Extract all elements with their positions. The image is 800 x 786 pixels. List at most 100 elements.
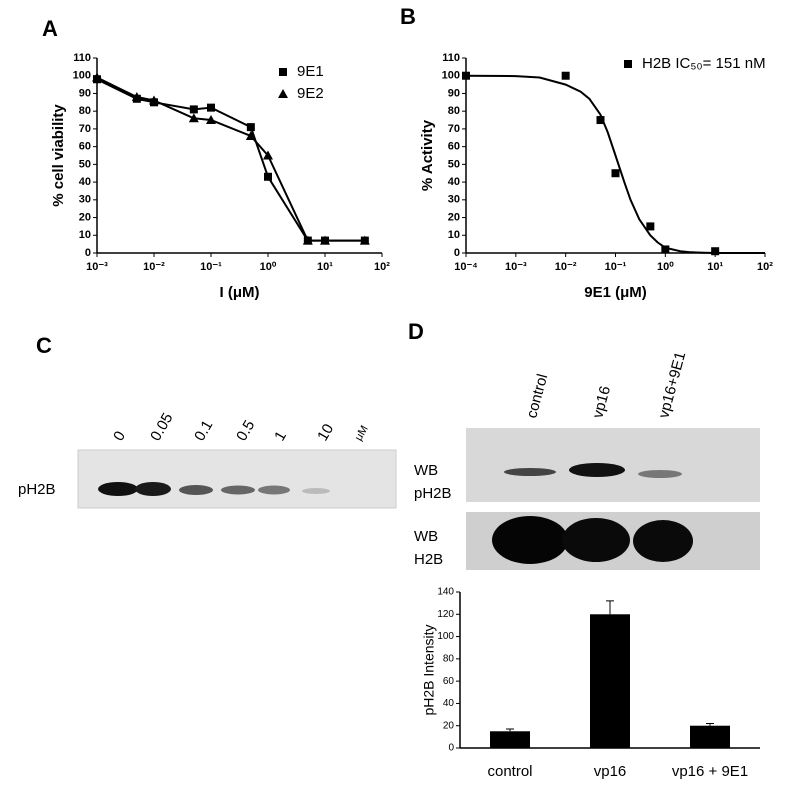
x-tick-label: 10⁻¹ xyxy=(200,261,222,273)
marker xyxy=(92,72,102,82)
y-axis-label: % Activity xyxy=(419,119,436,191)
x-tick-label: control xyxy=(487,763,532,780)
lane-label: vp16+9E1 xyxy=(655,350,689,420)
legend-marker xyxy=(279,68,287,76)
panel-letter: C xyxy=(36,333,52,358)
x-tick-label: 10⁰ xyxy=(260,261,277,273)
marker xyxy=(131,92,142,101)
gel-row-label: pH2B xyxy=(18,481,56,498)
bar xyxy=(590,614,630,748)
y-tick-label: 40 xyxy=(443,698,455,709)
marker xyxy=(189,105,198,114)
lane-label: 0 xyxy=(110,428,129,444)
marker xyxy=(320,235,330,245)
lane-label: 0.1 xyxy=(191,417,216,444)
legend-label: 9E1 xyxy=(297,63,324,80)
blot xyxy=(466,428,760,570)
x-tick-label: 10⁻² xyxy=(555,261,577,273)
y-tick-label: 80 xyxy=(443,653,455,664)
x-tick-label: 10² xyxy=(757,261,773,273)
x-tick-label: 10⁻⁴ xyxy=(454,261,477,273)
legend-marker xyxy=(278,89,288,98)
marker xyxy=(263,150,273,160)
series-line xyxy=(96,76,365,242)
y-tick-label: 40 xyxy=(448,176,460,188)
y-tick-label: 20 xyxy=(443,720,455,731)
y-tick-label: 100 xyxy=(442,70,460,82)
error-bar xyxy=(706,722,714,726)
marker xyxy=(246,123,255,132)
y-tick-label: 110 xyxy=(442,52,460,64)
x-tick-label: 10¹ xyxy=(707,261,723,273)
y-tick-label: 20 xyxy=(448,211,460,223)
marker xyxy=(661,245,670,254)
lane-label: control xyxy=(523,372,551,420)
y-tick-label: 110 xyxy=(73,52,91,64)
bar xyxy=(490,731,530,748)
y-tick-label: 10 xyxy=(448,229,460,241)
error-bar xyxy=(506,728,514,732)
legend-label: 9E2 xyxy=(297,85,324,102)
y-tick-label: 60 xyxy=(448,141,460,153)
y-tick-label: 100 xyxy=(437,631,454,642)
y-tick-label: 40 xyxy=(79,176,91,188)
y-tick-label: 80 xyxy=(448,105,460,117)
y-tick-label: 30 xyxy=(79,194,91,206)
lane-label: μM xyxy=(353,424,371,443)
panel-letter: A xyxy=(42,16,58,41)
marker xyxy=(207,103,215,112)
legend-marker xyxy=(624,60,632,68)
y-tick-label: 0 xyxy=(85,247,91,259)
legend-label: H2B IC₅₀= 151 nM xyxy=(642,55,766,72)
gel xyxy=(77,449,397,509)
x-tick-label: vp16 + 9E1 xyxy=(672,763,748,780)
y-tick-label: 50 xyxy=(448,158,460,170)
marker xyxy=(245,131,256,140)
x-tick-label: 10⁻¹ xyxy=(605,261,627,273)
lane-label: 10 xyxy=(314,421,337,444)
y-tick-label: 20 xyxy=(79,211,91,223)
y-tick-label: 60 xyxy=(443,676,455,687)
marker xyxy=(206,115,216,125)
y-tick-label: 70 xyxy=(79,123,91,135)
series-line xyxy=(96,78,365,242)
y-tick-label: 0 xyxy=(448,743,454,754)
marker xyxy=(149,95,159,105)
marker xyxy=(711,247,720,256)
lane-label: 0.5 xyxy=(233,417,258,444)
y-tick-label: 30 xyxy=(448,194,460,206)
marker xyxy=(561,71,570,80)
marker xyxy=(188,113,199,123)
y-tick-label: 140 xyxy=(437,587,454,598)
y-tick-label: 70 xyxy=(448,123,460,135)
marker xyxy=(611,169,620,178)
marker xyxy=(359,235,370,245)
y-tick-label: 90 xyxy=(79,87,91,99)
y-axis-label: pH2B Intensity xyxy=(421,624,437,715)
panel-letter: D xyxy=(408,319,424,344)
x-tick-label: 10² xyxy=(374,261,390,273)
x-tick-label: vp16 xyxy=(594,763,627,780)
bar xyxy=(690,725,730,748)
error-bar xyxy=(606,600,614,615)
x-tick-label: 10⁻³ xyxy=(86,261,108,273)
y-tick-label: 50 xyxy=(79,158,91,170)
y-tick-label: 80 xyxy=(79,105,91,117)
blot-row-label: WB xyxy=(414,462,438,479)
panel-letter: B xyxy=(400,4,416,29)
y-axis-label: % cell viability xyxy=(50,104,67,207)
lane-label: 1 xyxy=(271,428,290,444)
marker xyxy=(596,116,605,125)
x-axis-label: I (μM) xyxy=(220,284,260,301)
marker xyxy=(302,235,313,245)
blot-row-label: WB xyxy=(414,528,438,545)
x-tick-label: 10⁻³ xyxy=(505,261,527,273)
y-tick-label: 100 xyxy=(73,70,91,82)
y-tick-label: 60 xyxy=(79,141,91,153)
blot-row-label: pH2B xyxy=(414,485,452,502)
series-line xyxy=(465,74,765,254)
x-tick-label: 10⁻² xyxy=(143,261,165,273)
marker xyxy=(646,222,655,231)
y-tick-label: 0 xyxy=(454,247,460,259)
